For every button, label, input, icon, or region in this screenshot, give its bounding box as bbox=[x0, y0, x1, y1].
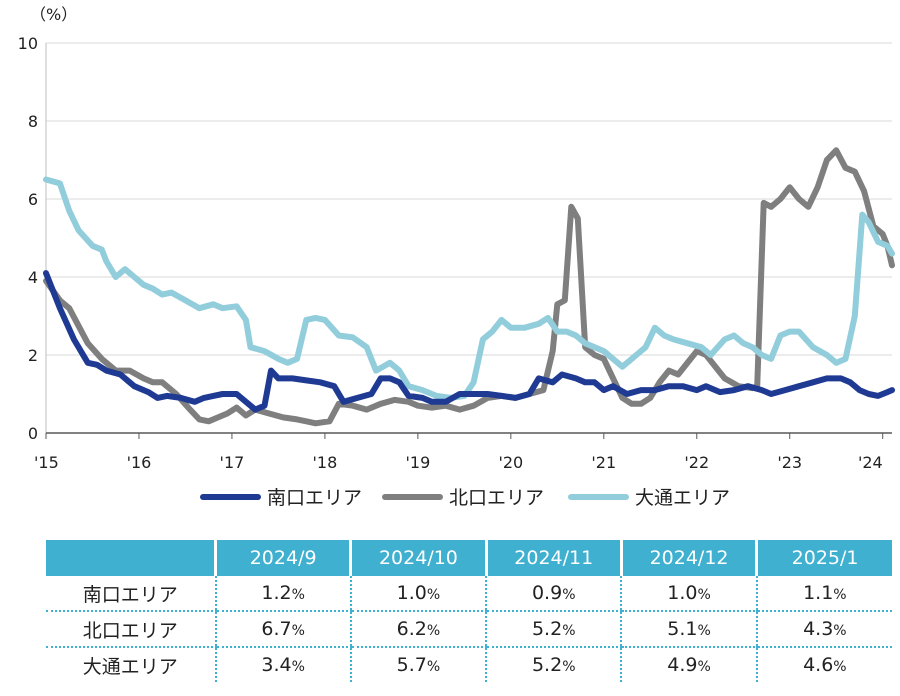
table-cell: 6.7% bbox=[214, 611, 351, 648]
table-cell: 5.2% bbox=[485, 611, 622, 648]
table-row: 大通エリア 3.4% 5.7% 5.2% 4.9% 4.6% bbox=[46, 647, 892, 682]
table-cell: 1.2% bbox=[214, 576, 351, 612]
table-header-cell: 2025/1 bbox=[755, 540, 892, 576]
cell-value: 1.1 bbox=[803, 582, 834, 604]
table-row-label: 南口エリア bbox=[46, 576, 216, 612]
cell-unit: % bbox=[426, 659, 441, 675]
table-row-label: 大通エリア bbox=[82, 655, 178, 678]
cell-value: 4.6 bbox=[803, 654, 834, 676]
table-row: 北口エリア 6.7% 6.2% 5.2% 5.1% 4.3% bbox=[46, 611, 892, 648]
cell-value: 5.7 bbox=[396, 654, 427, 676]
series-line bbox=[43, 270, 895, 413]
table-header-blank bbox=[46, 540, 216, 576]
cell-value: 4.9 bbox=[667, 654, 698, 676]
table-header-cell: 2024/10 bbox=[349, 540, 487, 576]
series-line bbox=[43, 176, 895, 401]
legend-label: 北口エリア bbox=[449, 487, 544, 509]
y-unit-label: （%） bbox=[30, 5, 77, 24]
cell-value: 3.4 bbox=[261, 654, 292, 676]
cell-unit: % bbox=[697, 587, 711, 603]
table-header-cell: 2024/11 bbox=[484, 540, 622, 576]
table-cell: 5.2% bbox=[485, 647, 622, 682]
cell-unit: % bbox=[291, 659, 305, 675]
cell-unit: % bbox=[562, 659, 576, 675]
x-tick-label: '21 bbox=[591, 453, 616, 472]
cell-value: 0.9 bbox=[531, 582, 563, 604]
y-tick-label: 8 bbox=[28, 112, 38, 131]
table-cell: 3.4% bbox=[214, 647, 351, 682]
y-tick-label: 2 bbox=[28, 346, 38, 365]
legend-label: 大通エリア bbox=[635, 487, 730, 509]
table-row-label: 北口エリア bbox=[46, 611, 216, 648]
cell-unit: % bbox=[833, 623, 847, 639]
cell-unit: % bbox=[562, 587, 576, 603]
cell-unit: % bbox=[833, 659, 847, 675]
axes: 0 2 4 6 8 10 （%） '15 '16 '17 '18 '19 '20 '21 '22 '23 '24 bbox=[18, 5, 892, 472]
x-tick-label: '23 bbox=[777, 453, 802, 472]
table-cell: 0.9% bbox=[485, 576, 622, 612]
cell-value: 6.7 bbox=[261, 618, 292, 640]
table-cell: 4.3% bbox=[755, 611, 892, 648]
table-row: 南口エリア 1.2% 1.0% 0.9% 1.0% 1.1% bbox=[46, 576, 892, 612]
table-cell: 4.6% bbox=[755, 647, 892, 682]
x-tick-label: '16 bbox=[127, 453, 152, 472]
legend: 南口エリア 北口エリア 大通エリア bbox=[200, 487, 730, 509]
cell-unit: % bbox=[426, 623, 441, 639]
y-tick-label: 4 bbox=[28, 268, 38, 287]
cell-unit: % bbox=[291, 587, 305, 603]
legend-label: 南口エリア bbox=[267, 487, 362, 509]
y-tick-label: 6 bbox=[28, 190, 38, 209]
x-tick-label: '24 bbox=[858, 453, 883, 472]
table-cell: 1.0% bbox=[620, 576, 757, 612]
table-cell: 1.1% bbox=[755, 576, 892, 612]
cell-value: 5.2 bbox=[531, 654, 563, 676]
series-line bbox=[43, 147, 895, 427]
table-cell: 4.9% bbox=[620, 647, 757, 682]
cell-unit: % bbox=[291, 623, 305, 639]
cell-unit: % bbox=[833, 587, 847, 603]
y-tick-label: 10 bbox=[18, 34, 38, 53]
cell-value: 5.1 bbox=[667, 618, 698, 640]
table-header-cell: 2024/9 bbox=[213, 540, 351, 576]
x-tick-label: '22 bbox=[684, 453, 709, 472]
table-cell: 1.0% bbox=[349, 576, 487, 612]
cell-value: 6.2 bbox=[396, 618, 427, 640]
cell-value: 4.3 bbox=[803, 618, 834, 640]
x-tick-label: '19 bbox=[405, 453, 430, 472]
table-cell: 6.2% bbox=[349, 611, 487, 648]
line-chart: 0 2 4 6 8 10 （%） '15 '16 '17 '18 '19 '20 '21 '22 '23 '24… bbox=[18, 5, 895, 509]
x-tick-label: '18 bbox=[313, 453, 338, 472]
x-tick-label: '15 bbox=[34, 453, 59, 472]
series-lines bbox=[43, 147, 895, 427]
table-cell: 5.7% bbox=[349, 647, 487, 682]
cell-value: 1.0 bbox=[667, 582, 698, 604]
cell-value: 5.2 bbox=[531, 618, 563, 640]
cell-value: 1.0 bbox=[396, 582, 427, 604]
table-header-row: 2024/9 2024/10 2024/11 2024/12 2025/1 bbox=[46, 540, 892, 576]
x-tick-label: '17 bbox=[220, 453, 245, 472]
table-header-cell: 2024/12 bbox=[619, 540, 757, 576]
data-table: 2024/9 2024/10 2024/11 2024/12 2025/1 南口… bbox=[46, 540, 892, 682]
cell-unit: % bbox=[697, 623, 711, 639]
cell-unit: % bbox=[697, 659, 711, 675]
cell-value: 1.2 bbox=[261, 582, 292, 604]
cell-unit: % bbox=[426, 587, 441, 603]
y-tick-label: 0 bbox=[28, 424, 38, 443]
table-cell: 5.1% bbox=[620, 611, 757, 648]
cell-unit: % bbox=[562, 623, 576, 639]
grid-lines bbox=[46, 42, 892, 356]
x-tick-label: '20 bbox=[498, 453, 523, 472]
